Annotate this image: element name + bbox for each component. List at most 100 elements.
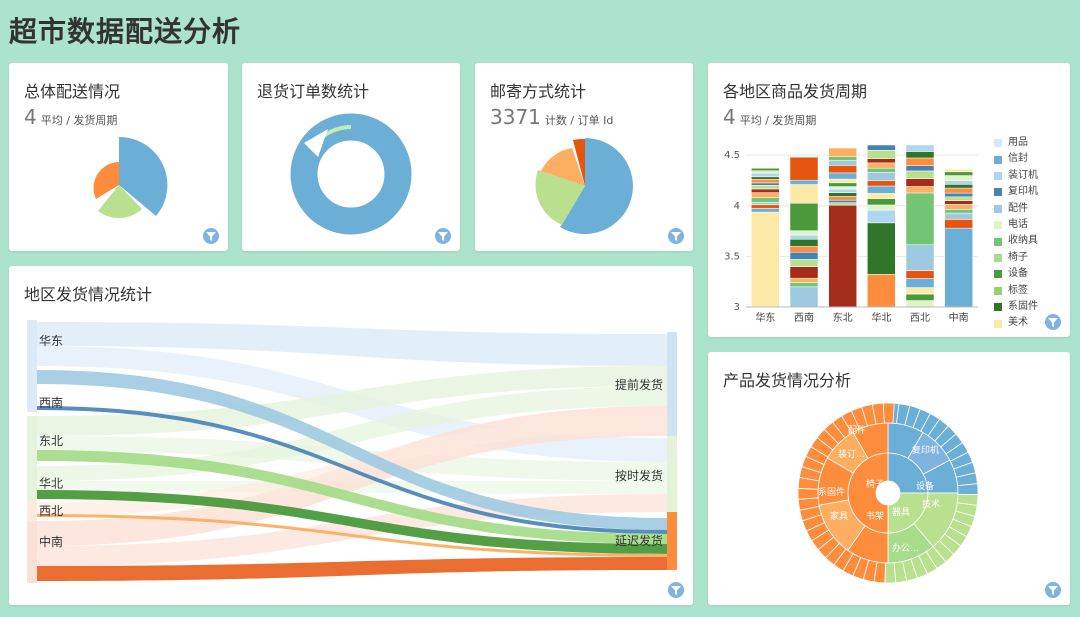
sankey-source-node bbox=[27, 320, 37, 394]
stacked-bar-chart[interactable]: 4.5 4 3.5 3 华东 西南 东北 华北 西北 中南 bbox=[708, 63, 990, 337]
bar-segment bbox=[751, 182, 780, 186]
filter-icon[interactable] bbox=[668, 582, 684, 598]
bar-segment bbox=[751, 202, 780, 206]
legend-item[interactable]: 美术 bbox=[994, 315, 1038, 331]
bar-segment bbox=[905, 278, 935, 288]
bar-segment bbox=[751, 211, 780, 308]
bar-segment bbox=[867, 198, 896, 206]
bar-segment bbox=[789, 234, 819, 240]
legend-item[interactable]: 收纳具 bbox=[994, 233, 1038, 249]
sankey-link bbox=[37, 406, 667, 534]
bar-segment bbox=[789, 179, 819, 185]
legend-item[interactable]: 系固件 bbox=[994, 299, 1038, 315]
bar-segment bbox=[867, 158, 896, 164]
bar-segment bbox=[789, 286, 819, 308]
bar-segment bbox=[905, 270, 935, 279]
card-title: 邮寄方式统计 bbox=[490, 82, 587, 101]
legend-label: 信封 bbox=[1008, 153, 1028, 165]
bar-segment bbox=[905, 293, 935, 301]
bar-segment bbox=[944, 227, 973, 308]
legend-item[interactable]: 标签 bbox=[994, 283, 1038, 299]
sankey-target-node bbox=[667, 436, 677, 512]
bar-segment bbox=[944, 175, 973, 181]
sunburst-label: 技术 bbox=[922, 498, 940, 510]
bar-segment bbox=[828, 196, 857, 201]
returns-donut-chart[interactable] bbox=[242, 63, 460, 251]
legend-swatch bbox=[994, 221, 1002, 230]
bar-segment bbox=[867, 204, 896, 211]
legend-swatch bbox=[994, 237, 1002, 246]
legend-item[interactable]: 椅子 bbox=[994, 250, 1038, 266]
sankey-link bbox=[37, 386, 667, 481]
sankey-source-node bbox=[27, 394, 37, 412]
bar-segment bbox=[905, 170, 935, 179]
overall-pie-chart[interactable] bbox=[9, 63, 228, 251]
legend-label: 椅子 bbox=[1008, 251, 1028, 263]
legend-swatch bbox=[994, 303, 1002, 312]
sunburst-label: 器具 bbox=[892, 507, 910, 518]
sunburst-segment bbox=[882, 402, 895, 424]
sunburst-label: 设备 bbox=[916, 480, 934, 492]
bar-segment bbox=[751, 185, 780, 190]
sankey-link bbox=[37, 490, 667, 554]
bar-segment bbox=[905, 244, 935, 271]
bar-segment bbox=[944, 184, 973, 189]
bar-segment bbox=[905, 186, 935, 194]
sankey-target-label: 延迟发货 bbox=[615, 533, 663, 548]
legend-item[interactable]: 装订机 bbox=[994, 168, 1038, 184]
bar-segment bbox=[944, 192, 973, 198]
bar-segment bbox=[944, 212, 973, 220]
legend-item[interactable]: 用品 bbox=[994, 135, 1038, 151]
bar-segment bbox=[828, 165, 857, 174]
legend-label: 电话 bbox=[1008, 219, 1028, 231]
bar-segment bbox=[828, 182, 857, 187]
bar-segment bbox=[867, 185, 896, 194]
legend-swatch bbox=[994, 286, 1002, 295]
bar-segment bbox=[789, 266, 819, 279]
filter-icon[interactable] bbox=[1045, 314, 1061, 330]
bar-segment bbox=[944, 200, 973, 205]
legend-label: 收纳具 bbox=[1008, 235, 1038, 247]
bar-segment bbox=[789, 156, 819, 181]
mail-method-card: 邮寄方式统计 3371 计数 / 订单 Id bbox=[475, 63, 693, 251]
legend-label: 配件 bbox=[1008, 202, 1028, 214]
kpi-label: 计数 / 订单 Id bbox=[544, 114, 614, 127]
legend-swatch bbox=[994, 139, 1002, 148]
legend-item[interactable]: 信封 bbox=[994, 151, 1038, 167]
bar-segment bbox=[905, 144, 935, 152]
bar-segment bbox=[944, 196, 973, 201]
sankey-source-node bbox=[27, 466, 37, 501]
kpi: 4 平均 / 发货周期 bbox=[24, 105, 117, 129]
product-shipping-card: 产品发货情况分析 椅子 书架 器具 装订... 系固件 配件 设备 复印机 办公... 家具 技术 bbox=[708, 352, 1070, 605]
bar-segment bbox=[944, 219, 973, 229]
bar-segment bbox=[867, 209, 896, 224]
mail-pie-chart[interactable] bbox=[475, 63, 693, 251]
legend-item[interactable]: 配件 bbox=[994, 201, 1038, 217]
bar-segment bbox=[828, 188, 857, 193]
filter-icon[interactable] bbox=[1045, 582, 1061, 598]
legend-item[interactable]: 设备 bbox=[994, 266, 1038, 282]
legend-item[interactable]: 电话 bbox=[994, 217, 1038, 233]
overall-delivery-card: 总体配送情况 4 平均 / 发货周期 bbox=[9, 63, 228, 251]
filter-icon[interactable] bbox=[435, 228, 451, 244]
bar-segment bbox=[828, 186, 857, 190]
sankey-link bbox=[37, 557, 667, 581]
sunburst-label: 办公... bbox=[892, 542, 919, 554]
legend-item[interactable]: 复印机 bbox=[994, 184, 1038, 200]
legend-swatch bbox=[994, 270, 1002, 279]
bar-segment bbox=[751, 176, 780, 180]
sankey-link bbox=[37, 436, 667, 481]
sankey-link bbox=[37, 450, 667, 544]
kpi: 3371 计数 / 订单 Id bbox=[490, 105, 613, 129]
bar-segment bbox=[867, 150, 896, 159]
bar-segment bbox=[944, 209, 973, 214]
bar-segment bbox=[789, 203, 819, 231]
legend-swatch bbox=[994, 188, 1002, 197]
filter-icon[interactable] bbox=[203, 228, 219, 244]
filter-icon[interactable] bbox=[668, 228, 684, 244]
pie-slice-3 bbox=[93, 162, 119, 199]
sunburst-label: 装订... bbox=[838, 448, 865, 460]
bar-segment bbox=[867, 193, 896, 199]
